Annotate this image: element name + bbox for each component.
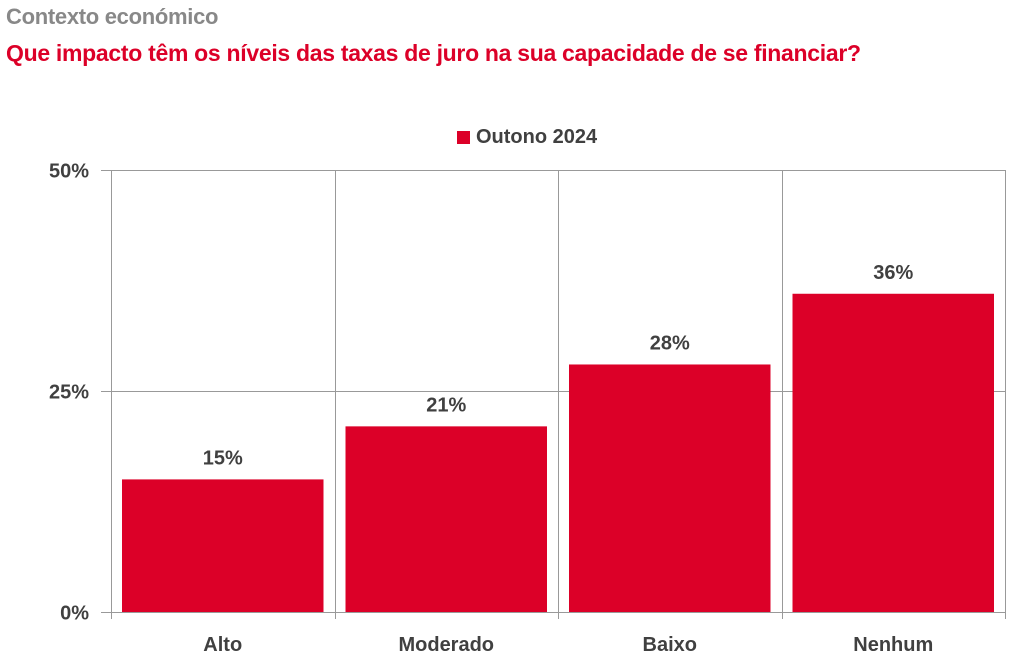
- bar-alto: [122, 479, 324, 612]
- x-category-label: Nenhum: [853, 634, 933, 656]
- x-category-label: Alto: [203, 634, 242, 656]
- data-label: 15%: [203, 447, 243, 469]
- legend-label: Outono 2024: [476, 126, 598, 148]
- bars: [122, 293, 994, 612]
- labels: 0% 25% 50% 15% Alto 21% Moderado 28% Baixo 36% Nen…: [49, 161, 933, 657]
- x-category-label: Baixo: [643, 634, 697, 656]
- legend-swatch-icon: [457, 131, 470, 144]
- y-tick-label: 0%: [60, 603, 89, 625]
- bar-baixo: [569, 364, 771, 612]
- chart-subtitle: Contexto económico: [6, 4, 219, 29]
- data-label: 21%: [426, 394, 466, 416]
- legend: Outono 2024: [457, 126, 597, 149]
- data-label: 36%: [873, 262, 913, 284]
- data-label: 28%: [650, 332, 690, 354]
- chart-title: Que impacto têm os níveis das taxas de j…: [6, 40, 861, 66]
- bar-nenhum: [792, 293, 994, 612]
- x-category-label: Moderado: [398, 634, 494, 656]
- y-tick-label: 25%: [49, 382, 89, 404]
- bar-moderado: [345, 426, 547, 612]
- y-tick-label: 50%: [49, 161, 89, 183]
